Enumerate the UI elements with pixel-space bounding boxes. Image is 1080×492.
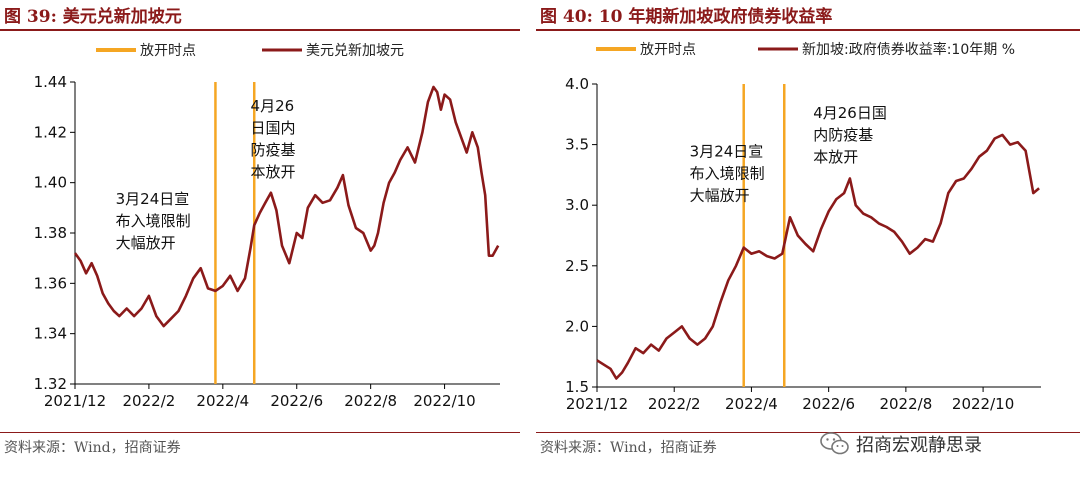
y-tick-label: 3.5 bbox=[565, 136, 589, 154]
usd-sgd-chart: 放开时点 美元兑新加坡元 1.32 1.34 1.36 1.38 1.40 1.42 1.44 2… bbox=[34, 43, 500, 410]
legend-vline-label: 放开时点 bbox=[140, 43, 196, 59]
title-divider bbox=[536, 29, 1080, 31]
annotation-line: 布入境限制 bbox=[690, 165, 765, 183]
annotation: 3月24日宣布入境限制大幅放开 bbox=[116, 190, 191, 252]
annotation-line: 日国内 bbox=[251, 119, 296, 137]
x-tick-label: 2022/6 bbox=[802, 395, 855, 413]
annotation-line: 4月26日国 bbox=[813, 104, 887, 122]
series-line bbox=[73, 85, 500, 328]
source-note: 资料来源：Wind，招商证券 bbox=[540, 440, 717, 456]
sg-10y-yield-chart: 放开时点 新加坡:政府债券收益率:10年期 % 1.5 2.0 2.5 3.0 3.5 4.0… bbox=[565, 41, 1041, 413]
annotation: 4月26 日国内防疫基本放开 bbox=[251, 97, 296, 181]
annotation-line: 本放开 bbox=[813, 148, 858, 166]
y-tick-label: 1.44 bbox=[34, 73, 67, 91]
x-tick-label: 2021/12 bbox=[566, 395, 628, 413]
annotation-line: 3月24日宣 bbox=[690, 143, 764, 161]
annotation-line: 大幅放开 bbox=[690, 187, 750, 205]
chart-title: 图 39: 美元兑新加坡元 bbox=[4, 7, 182, 27]
legend-series-label: 新加坡:政府债券收益率:10年期 % bbox=[802, 41, 1015, 58]
y-tick-label: 1.38 bbox=[34, 224, 67, 242]
y-tick-label: 4.0 bbox=[565, 75, 589, 93]
annotation-line: 本放开 bbox=[251, 163, 296, 181]
y-tick-label: 2.0 bbox=[565, 317, 589, 335]
x-tick-label: 2022/4 bbox=[725, 395, 778, 413]
annotation-line: 大幅放开 bbox=[116, 234, 176, 252]
source-note: 资料来源：Wind，招商证券 bbox=[4, 440, 181, 456]
source-divider bbox=[536, 432, 1080, 433]
y-tick-label: 1.42 bbox=[34, 123, 67, 141]
series-line bbox=[596, 133, 1040, 380]
x-tick-label: 2022/8 bbox=[879, 395, 932, 413]
legend-series-label: 美元兑新加坡元 bbox=[306, 43, 404, 59]
watermark: 招商宏观静思录 bbox=[820, 427, 982, 461]
source-divider bbox=[0, 432, 520, 433]
x-tick-label: 2022/10 bbox=[952, 395, 1014, 413]
annotation: 3月24日宣布入境限制大幅放开 bbox=[690, 143, 765, 205]
annotation-line: 3月24日宣 bbox=[116, 190, 190, 208]
y-tick-label: 1.32 bbox=[34, 375, 67, 393]
y-tick-label: 1.34 bbox=[34, 325, 67, 343]
legend-vline-label: 放开时点 bbox=[640, 42, 696, 58]
y-tick-label: 1.40 bbox=[34, 174, 67, 192]
chart-title: 图 40: 10 年期新加坡政府债券收益率 bbox=[540, 7, 833, 27]
watermark-text: 招商宏观静思录 bbox=[856, 435, 982, 456]
x-tick-label: 2022/4 bbox=[196, 392, 249, 410]
annotation-line: 布入境限制 bbox=[116, 212, 191, 230]
y-tick-label: 1.5 bbox=[565, 378, 589, 396]
x-tick-label: 2022/10 bbox=[413, 392, 475, 410]
annotation-line: 内防疫基 bbox=[813, 126, 873, 144]
annotation-line: 4月26 bbox=[251, 97, 295, 115]
x-tick-label: 2022/2 bbox=[648, 395, 701, 413]
y-tick-label: 1.36 bbox=[34, 274, 67, 292]
annotation-line: 防疫基 bbox=[251, 141, 296, 159]
wechat-icon bbox=[820, 432, 849, 455]
y-tick-label: 3.0 bbox=[565, 196, 589, 214]
x-tick-label: 2022/2 bbox=[123, 392, 176, 410]
x-tick-label: 2021/12 bbox=[44, 392, 106, 410]
y-tick-label: 2.5 bbox=[565, 257, 589, 275]
title-divider bbox=[0, 29, 520, 31]
annotation: 4月26日国内防疫基本放开 bbox=[813, 104, 887, 166]
x-tick-label: 2022/8 bbox=[344, 392, 397, 410]
x-tick-label: 2022/6 bbox=[270, 392, 323, 410]
